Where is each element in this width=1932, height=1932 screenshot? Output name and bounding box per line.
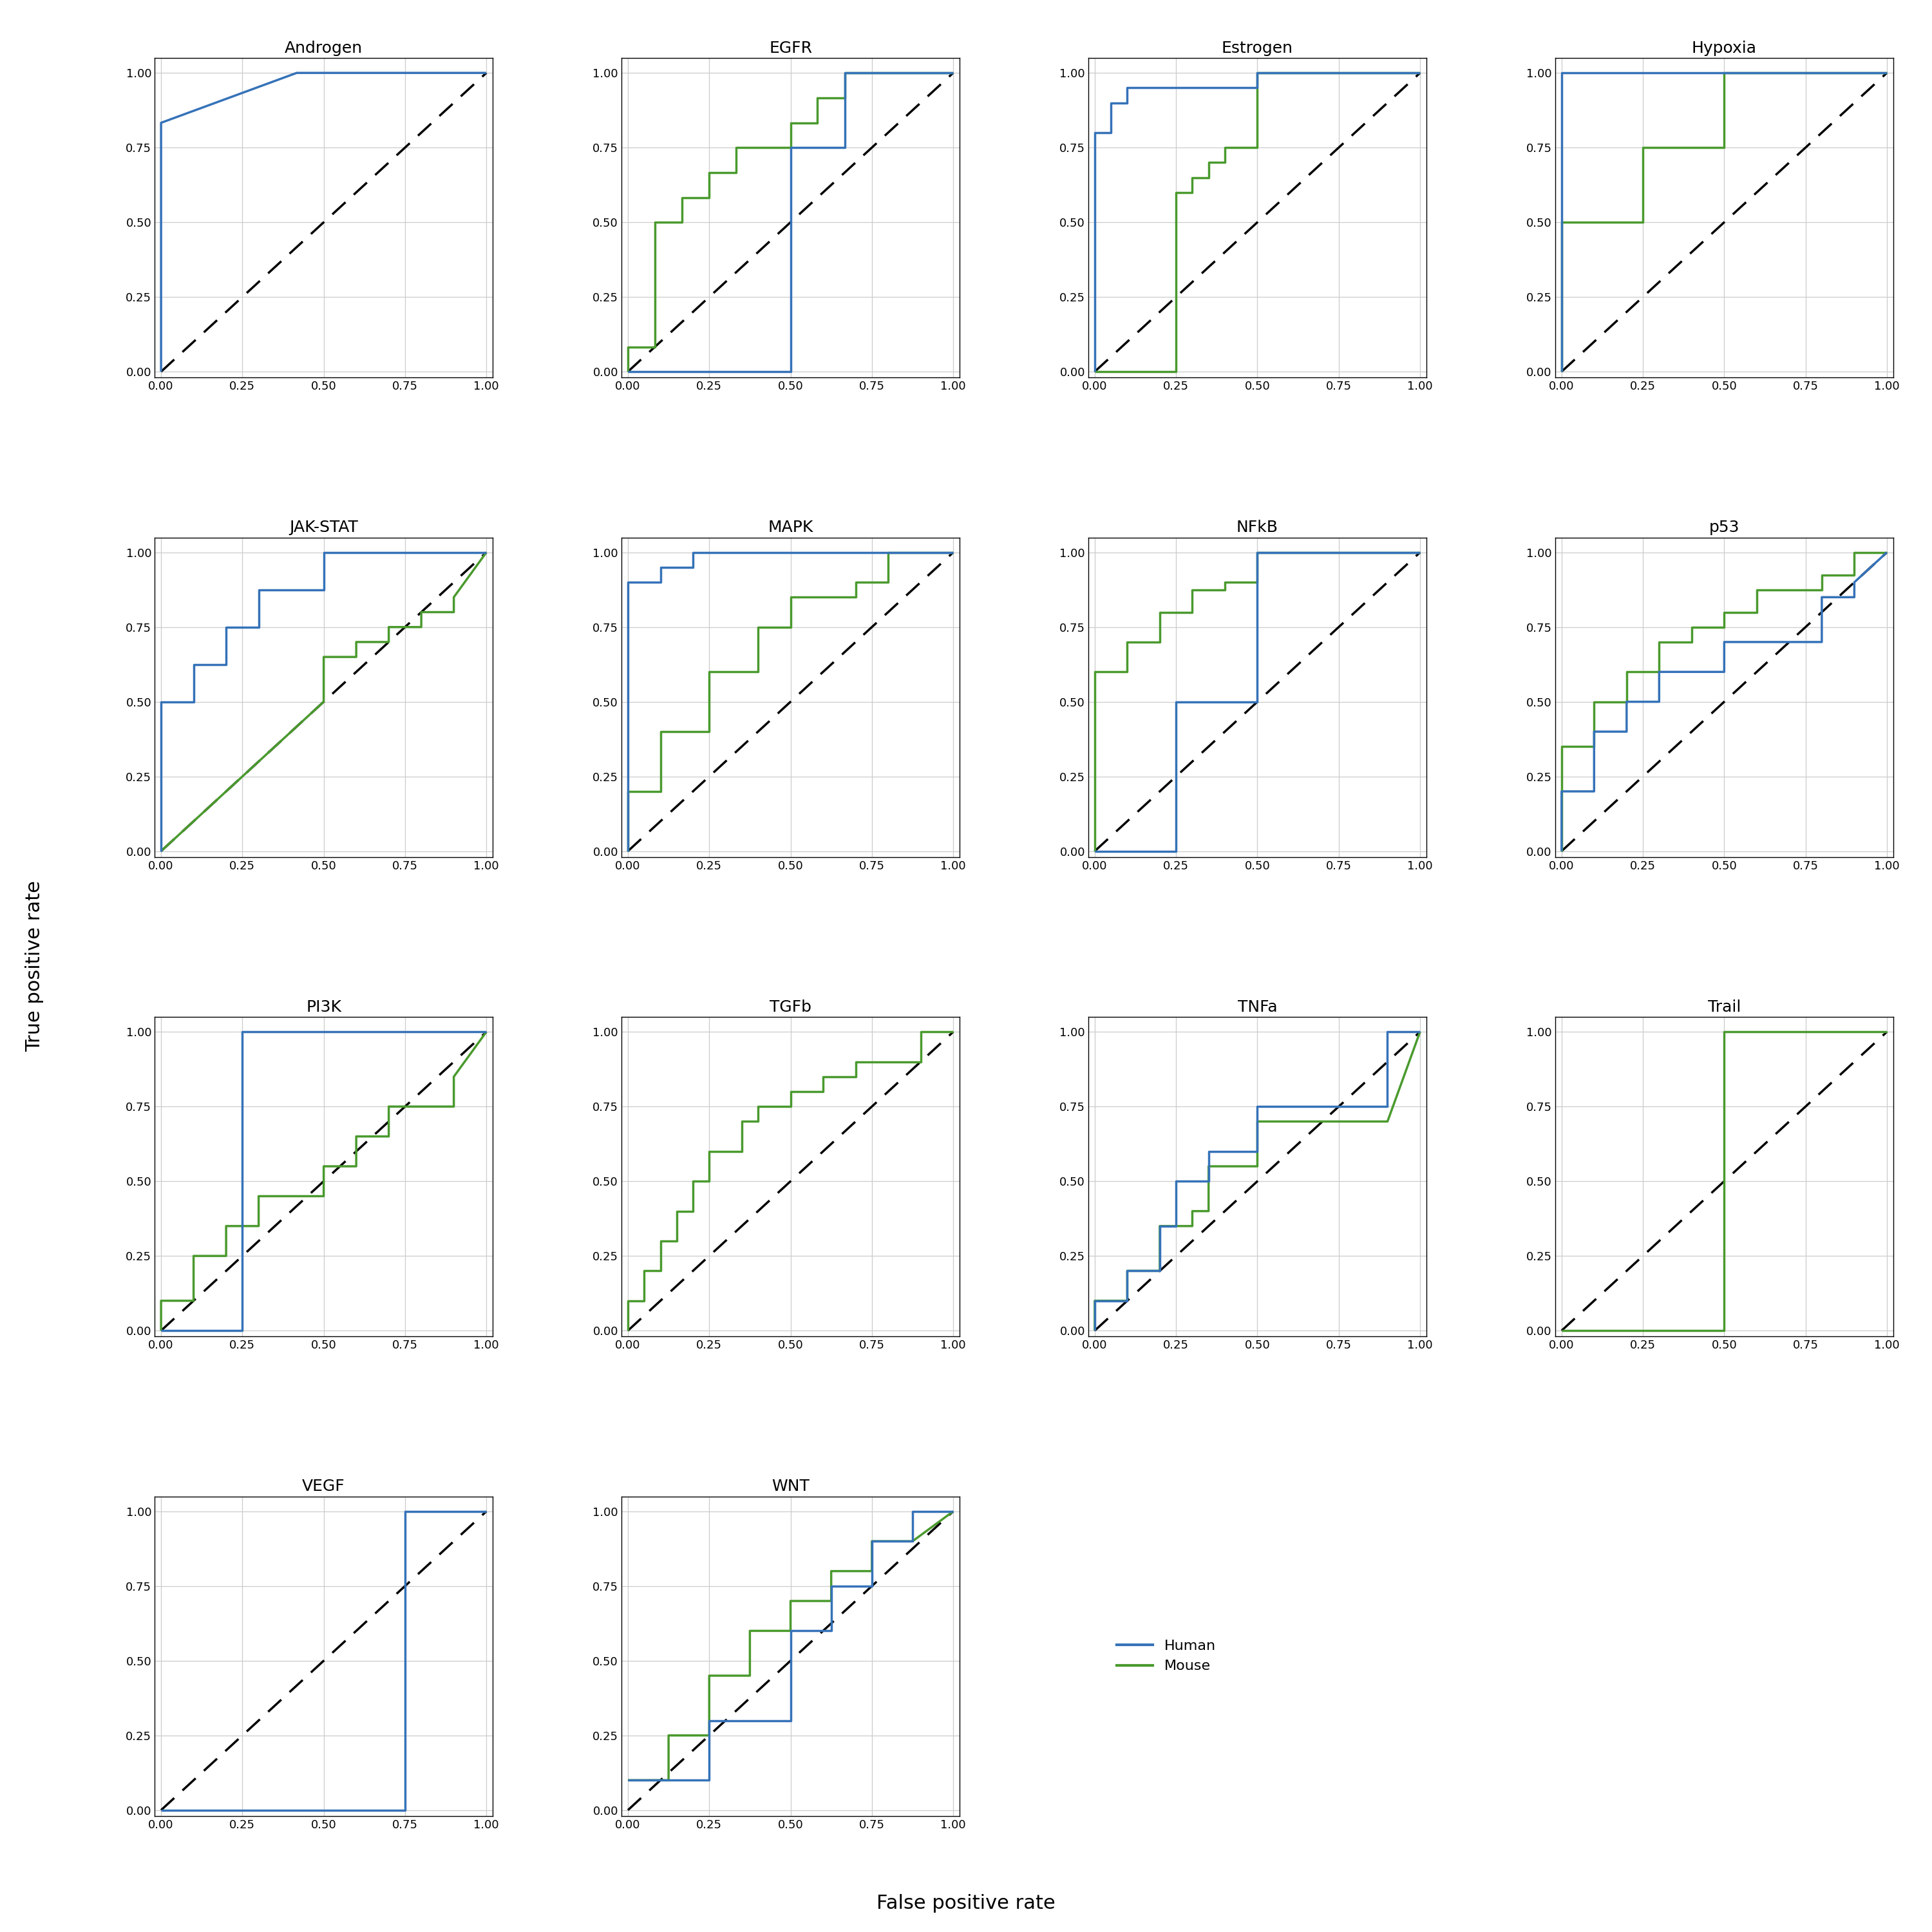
Title: JAK-STAT: JAK-STAT xyxy=(290,520,357,535)
Title: p53: p53 xyxy=(1710,520,1739,535)
Title: VEGF: VEGF xyxy=(301,1478,346,1493)
Title: PI3K: PI3K xyxy=(305,999,342,1014)
Title: Hypoxia: Hypoxia xyxy=(1692,41,1756,56)
Title: MAPK: MAPK xyxy=(767,520,813,535)
Title: NFkB: NFkB xyxy=(1236,520,1279,535)
Title: Estrogen: Estrogen xyxy=(1221,41,1293,56)
Text: True positive rate: True positive rate xyxy=(25,881,44,1051)
Legend: Human, Mouse: Human, Mouse xyxy=(1095,1619,1236,1694)
Text: False positive rate: False positive rate xyxy=(877,1893,1055,1913)
Title: EGFR: EGFR xyxy=(769,41,811,56)
Title: WNT: WNT xyxy=(771,1478,810,1493)
Title: Trail: Trail xyxy=(1708,999,1741,1014)
Title: TNFa: TNFa xyxy=(1238,999,1277,1014)
Title: TGFb: TGFb xyxy=(769,999,811,1014)
Title: Androgen: Androgen xyxy=(284,41,363,56)
